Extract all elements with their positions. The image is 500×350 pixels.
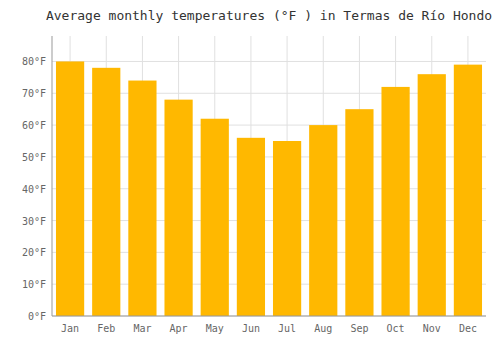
y-tick-label: 0°F <box>28 311 46 322</box>
x-tick-label: May <box>206 323 224 334</box>
x-tick-label: Nov <box>423 323 441 334</box>
chart-container: Average monthly temperatures (°F ) in Te… <box>0 0 500 350</box>
bar <box>345 109 373 316</box>
bar <box>273 141 301 316</box>
y-tick-label: 50°F <box>22 152 46 163</box>
x-tick-label: Oct <box>387 323 405 334</box>
x-tick-label: Mar <box>133 323 151 334</box>
bar <box>164 100 192 316</box>
x-axis-line <box>52 316 486 317</box>
chart: Average monthly temperatures (°F ) in Te… <box>0 0 500 350</box>
y-tick-label: 40°F <box>22 184 46 195</box>
x-tick-label: Aug <box>314 323 332 334</box>
x-tick-label: Feb <box>97 323 115 334</box>
bar <box>237 138 265 316</box>
y-tick-label: 60°F <box>22 120 46 131</box>
y-tick-label: 70°F <box>22 88 46 99</box>
grid-line <box>52 316 486 317</box>
x-tick-label: Sep <box>350 323 368 334</box>
bar <box>309 125 337 316</box>
x-tick-label: Apr <box>170 323 188 334</box>
x-tick-label: Jul <box>278 323 296 334</box>
grid-line <box>52 61 486 62</box>
y-axis-line <box>52 36 53 316</box>
title: Average monthly temperatures (°F ) in Te… <box>46 8 492 23</box>
x-tick-label: Jan <box>61 323 79 334</box>
bar <box>128 81 156 316</box>
bar <box>418 74 446 316</box>
y-tick-label: 30°F <box>22 216 46 227</box>
bar <box>201 119 229 316</box>
x-tick-label: Jun <box>242 323 260 334</box>
x-tick-label: Dec <box>459 323 477 334</box>
bars <box>56 61 482 316</box>
bar <box>381 87 409 316</box>
y-tick-label: 20°F <box>22 247 46 258</box>
grid <box>52 36 486 316</box>
y-tick-label: 80°F <box>22 56 46 67</box>
y-tick-label: 10°F <box>22 279 46 290</box>
bar <box>56 61 84 316</box>
bar <box>92 68 120 316</box>
bar <box>454 65 482 316</box>
